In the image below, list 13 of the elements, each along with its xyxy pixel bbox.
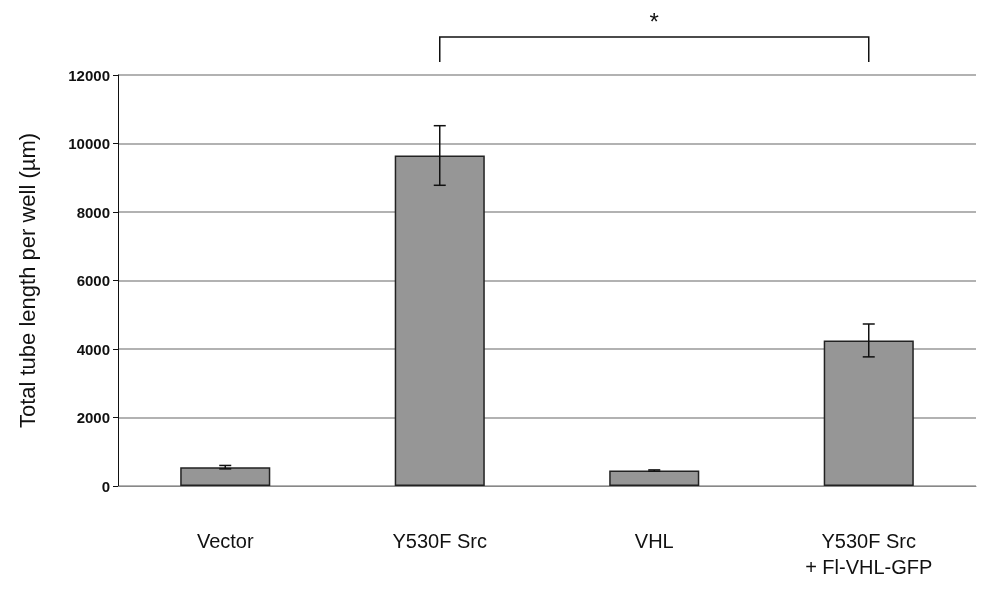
x-tick-label: VHL <box>634 530 674 552</box>
y-tick-label: 8000 <box>76 203 110 221</box>
y-tick-label: 10000 <box>68 135 110 152</box>
x-tick-label: Y530F Src + Fl-VHL-GFP <box>805 530 933 578</box>
text: * <box>649 7 659 35</box>
y-tick-label: 4000 <box>76 340 110 358</box>
y-tick-label: 12000 <box>68 66 110 84</box>
y-tick-label: 2000 <box>76 409 110 426</box>
y-tick-label: 6000 <box>76 272 110 289</box>
x-tick-label: Vector <box>196 530 254 552</box>
y-axis-title: Total tube length per well (µm) <box>14 132 40 429</box>
y-tick-label: 0 <box>101 477 110 495</box>
x-tick-label: Y530F Src <box>392 530 487 552</box>
